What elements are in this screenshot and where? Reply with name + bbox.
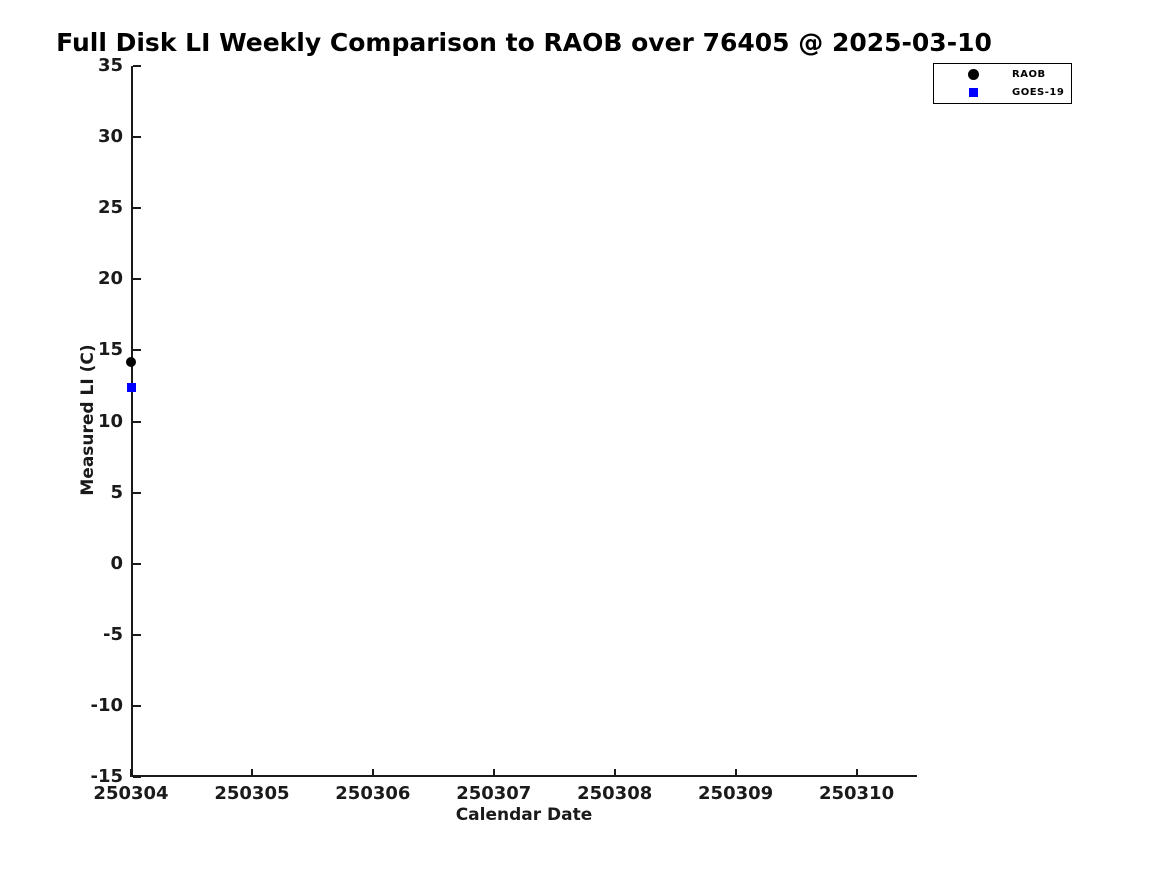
- plot-area: [131, 66, 917, 777]
- y-axis-label: Measured LI (C): [78, 344, 98, 496]
- x-tick-label: 250310: [818, 783, 895, 804]
- x-tick-mark: [130, 769, 132, 777]
- y-tick-label: 0: [110, 552, 123, 574]
- y-tick-mark: [133, 349, 141, 352]
- y-tick-label: -5: [103, 623, 123, 645]
- x-tick-label: 250309: [698, 783, 774, 804]
- raob-circle-marker-icon: [967, 68, 979, 80]
- y-tick-label: -10: [90, 694, 123, 716]
- y-tick-label: 35: [97, 55, 123, 76]
- y-tick-label: 30: [97, 126, 123, 148]
- y-tick-label: -15: [90, 766, 123, 787]
- y-tick-label: 15: [97, 339, 123, 361]
- y-tick-mark: [133, 136, 141, 139]
- y-tick-label: 20: [97, 268, 123, 290]
- y-tick-mark: [133, 562, 141, 565]
- y-tick-mark: [133, 65, 141, 67]
- chart-title: Full Disk LI Weekly Comparison to RAOB o…: [56, 28, 992, 57]
- y-tick-mark: [133, 704, 141, 707]
- x-tick-mark: [734, 769, 737, 777]
- y-tick-mark: [133, 776, 141, 778]
- y-tick-mark: [133, 278, 141, 281]
- y-tick-label: 5: [110, 481, 123, 503]
- data-point-raob: [126, 356, 136, 367]
- legend-item-raob: RAOB: [934, 66, 1071, 82]
- y-tick-mark: [133, 491, 141, 494]
- x-tick-mark: [371, 769, 374, 777]
- x-tick-label: 250308: [577, 783, 653, 804]
- y-tick-mark: [133, 207, 141, 210]
- x-tick-mark: [492, 769, 495, 777]
- legend-marker-cell: [934, 68, 1012, 80]
- legend-label-goes-19: GOES-19: [1012, 87, 1065, 99]
- x-axis-label: Calendar Date: [455, 805, 593, 825]
- x-tick-label: 250305: [214, 783, 290, 804]
- legend-label-raob: RAOB: [1012, 68, 1046, 80]
- x-tick-label: 250304: [93, 783, 169, 804]
- y-tick-label: 25: [97, 197, 123, 219]
- x-tick-label: 250306: [335, 783, 411, 804]
- legend: RAOB GOES-19: [933, 63, 1072, 104]
- legend-item-goes-19: GOES-19: [934, 85, 1071, 101]
- y-tick-mark: [133, 420, 141, 423]
- x-tick-mark: [250, 769, 253, 777]
- x-tick-label: 250307: [456, 783, 532, 804]
- y-tick-mark: [133, 633, 141, 636]
- data-point-goes-19: [126, 382, 136, 392]
- x-tick-mark: [855, 769, 858, 777]
- goes-19-square-marker-icon: [968, 88, 978, 98]
- x-tick-mark: [613, 769, 616, 777]
- legend-marker-cell: [934, 88, 1012, 98]
- y-tick-label: 10: [97, 410, 123, 432]
